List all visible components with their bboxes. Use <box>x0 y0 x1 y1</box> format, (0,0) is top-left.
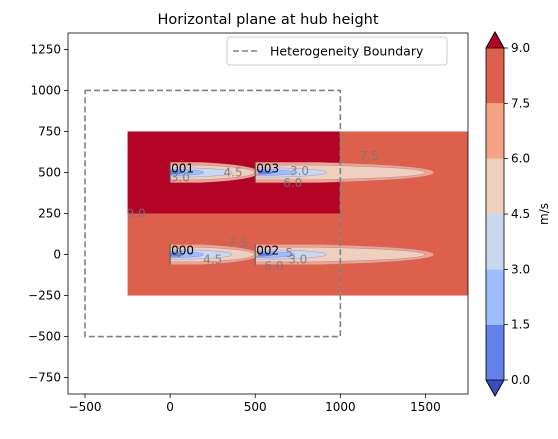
contour-label: 3.0 <box>171 170 190 184</box>
axes: −500 0 500 1000 1500−750−500−250025050075010… <box>28 32 469 414</box>
y-tick-label: 750 <box>38 124 61 138</box>
colorbar-band <box>486 269 504 325</box>
legend-label: Heterogeneity Boundary <box>270 44 424 59</box>
turbine-label: 000 <box>171 244 194 258</box>
y-tick-label: −750 <box>28 371 61 385</box>
colorbar-tick-label: 0.0 <box>511 373 530 387</box>
turbine-label: 002 <box>256 244 279 258</box>
contour-label: 9.0 <box>127 207 146 221</box>
colorbar-tick-label: 9.0 <box>511 41 530 55</box>
colorbar-band <box>486 103 504 159</box>
y-tick-label: 1000 <box>30 83 61 97</box>
colorbar: 0.0 1.5 3.0 4.5 6.0 7.5 9.0 m/s <box>485 31 551 397</box>
colorbar-band <box>486 48 504 104</box>
wake-contour <box>254 252 274 257</box>
y-tick-label: 500 <box>38 165 61 179</box>
wake-contour <box>254 170 274 175</box>
contour-label: 4.5 <box>224 165 243 179</box>
contour-label: 5 <box>285 246 293 260</box>
y-tick-label: −250 <box>28 289 61 303</box>
contour-label: 6.0 <box>283 176 302 190</box>
colorbar-band <box>486 158 504 214</box>
legend: Heterogeneity Boundary <box>226 36 448 66</box>
colorbar-extend-min <box>485 379 505 397</box>
turbine-label: 001 <box>171 161 194 175</box>
x-tick-label: 0 <box>166 400 174 414</box>
contour-label: 7.5 <box>229 236 248 250</box>
colorbar-band <box>486 324 504 380</box>
y-tick-label: 250 <box>38 207 61 221</box>
colorbar-tick-label: 3.0 <box>511 262 530 276</box>
colorbar-tick-label: 1.5 <box>511 318 530 332</box>
legend-frame <box>226 36 448 66</box>
colorbar-extend-max <box>485 31 505 49</box>
x-tick-label: 1000 <box>325 400 356 414</box>
contour-label: 6.0 <box>264 259 283 273</box>
contour-label: 3.0 <box>288 252 307 266</box>
contour-label: 0 <box>175 246 183 260</box>
colorbar-band <box>486 214 504 270</box>
colorbar-tick-label: 6.0 <box>511 152 530 166</box>
contour-label: 4.5 <box>203 252 222 266</box>
colorbar-label: m/s <box>537 203 551 225</box>
contour-label: 7.5 <box>360 149 379 163</box>
y-tick-label: −500 <box>28 330 61 344</box>
contour-label: 3.0 <box>290 164 309 178</box>
turbine-label: 003 <box>256 161 279 175</box>
wake-contour <box>169 252 184 257</box>
y-tick-label: 1250 <box>30 42 61 56</box>
x-tick-label: 1500 <box>410 400 441 414</box>
colorbar-tick-label: 7.5 <box>511 96 530 110</box>
x-tick-label: −500 <box>69 400 102 414</box>
colorbar-tick-label: 4.5 <box>511 207 530 221</box>
chart-title: Horizontal plane at hub height <box>157 12 378 28</box>
wake-contour <box>169 170 184 175</box>
x-tick-label: 500 <box>244 400 267 414</box>
y-tick-label: 0 <box>53 248 61 262</box>
region-outside-boundary <box>340 131 468 296</box>
heterogeneity-boundary-line <box>84 89 342 338</box>
